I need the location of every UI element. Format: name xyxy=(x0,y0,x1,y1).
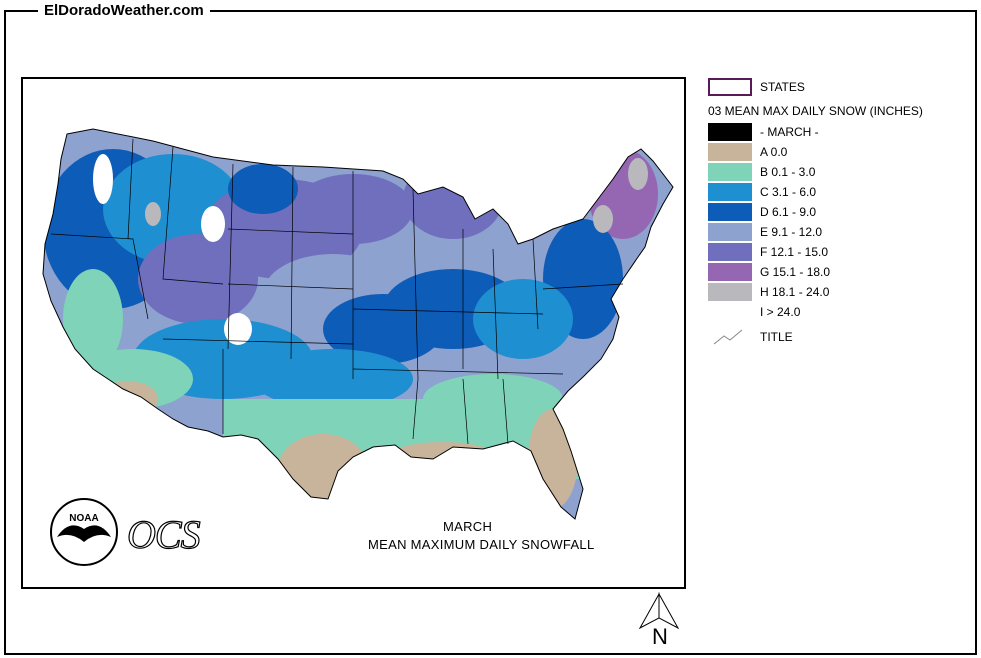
legend-item: - MARCH - xyxy=(708,123,819,141)
legend-swatch xyxy=(708,283,752,301)
legend-item: H 18.1 - 24.0 xyxy=(708,283,829,301)
legend-item: B 0.1 - 3.0 xyxy=(708,163,815,181)
north-arrow-icon xyxy=(636,592,682,637)
map-caption-title: MEAN MAXIMUM DAILY SNOWFALL xyxy=(368,537,595,552)
legend-item: D 6.1 - 9.0 xyxy=(708,203,816,221)
legend-swatch xyxy=(708,123,752,141)
legend-heading: 03 MEAN MAX DAILY SNOW (INCHES) xyxy=(708,104,923,118)
legend-swatch xyxy=(708,263,752,281)
noaa-logo: NOAA xyxy=(49,497,119,572)
legend-item: I > 24.0 xyxy=(708,303,800,321)
legend-label: B 0.1 - 3.0 xyxy=(760,165,816,179)
map-panel: NOAA OCS MARCH MEAN MAXIMUM DAILY SNOWFA… xyxy=(21,77,686,589)
legend-item: C 3.1 - 6.0 xyxy=(708,183,816,201)
legend-label: H 18.1 - 24.0 xyxy=(760,285,830,299)
legend-swatch xyxy=(708,203,752,221)
legend-title-item: TITLE xyxy=(708,328,793,346)
legend-label: C 3.1 - 6.0 xyxy=(760,185,817,199)
noaa-text: NOAA xyxy=(69,513,98,524)
map-caption-month: MARCH xyxy=(443,519,493,534)
legend-item: E 9.1 - 12.0 xyxy=(708,223,822,241)
legend-swatch xyxy=(708,143,752,161)
legend-label: - MARCH - xyxy=(760,125,819,139)
legend-label: F 12.1 - 15.0 xyxy=(760,245,829,259)
legend-label: D 6.1 - 9.0 xyxy=(760,205,817,219)
legend-label: G 15.1 - 18.0 xyxy=(760,265,831,279)
legend-states: STATES xyxy=(708,78,805,96)
legend-item: A 0.0 xyxy=(708,143,787,161)
legend-swatch xyxy=(708,223,752,241)
site-title: ElDoradoWeather.com xyxy=(38,2,210,20)
state-borders xyxy=(50,138,624,445)
legend-swatch xyxy=(708,243,752,261)
snowfall-map xyxy=(42,128,674,520)
legend-label: A 0.0 xyxy=(760,145,788,159)
title-label: TITLE xyxy=(760,330,793,344)
legend-label: I > 24.0 xyxy=(760,305,801,319)
north-label: N xyxy=(652,624,668,649)
ocs-logo: OCS xyxy=(126,511,201,557)
states-swatch xyxy=(708,78,752,96)
legend-swatch xyxy=(708,163,752,181)
title-line-icon xyxy=(708,328,752,346)
legend-label: E 9.1 - 12.0 xyxy=(760,225,823,239)
states-label: STATES xyxy=(760,80,805,94)
snow-zones xyxy=(43,129,673,519)
legend-item: G 15.1 - 18.0 xyxy=(708,263,830,281)
legend-item: F 12.1 - 15.0 xyxy=(708,243,828,261)
legend-swatch xyxy=(708,303,752,321)
us-outline xyxy=(42,128,674,520)
legend-swatch xyxy=(708,183,752,201)
outer-frame xyxy=(4,10,977,655)
